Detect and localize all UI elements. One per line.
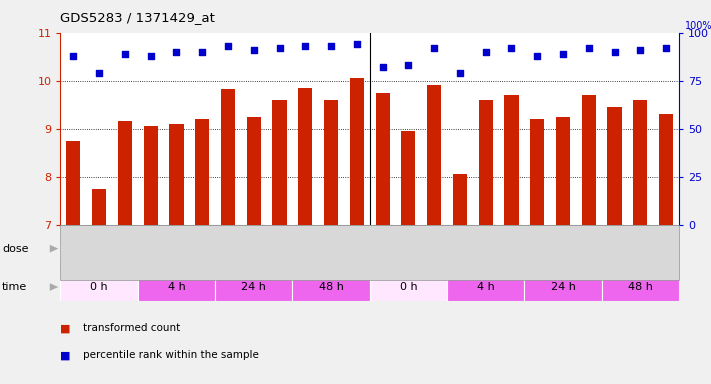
Bar	[582, 95, 596, 225]
Bar	[401, 131, 415, 225]
Bar	[479, 100, 493, 225]
Bar	[138, 273, 215, 301]
Bar	[92, 189, 106, 225]
Point	[196, 49, 208, 55]
Text: ■: ■	[60, 350, 71, 360]
Bar	[221, 89, 235, 225]
Bar	[247, 117, 261, 225]
Bar	[370, 234, 679, 263]
Bar	[634, 100, 648, 225]
Point	[402, 62, 414, 68]
Point	[351, 41, 363, 47]
Text: transformed count: transformed count	[83, 323, 181, 333]
Point	[661, 45, 672, 51]
Text: 4 h: 4 h	[168, 282, 186, 292]
Text: GDS5283 / 1371429_at: GDS5283 / 1371429_at	[60, 12, 215, 25]
Text: percentile rank within the sample: percentile rank within the sample	[83, 350, 259, 360]
Point	[68, 53, 79, 59]
Point	[480, 49, 491, 55]
Text: 18 mg/kg RDX: 18 mg/kg RDX	[484, 243, 565, 254]
Bar	[602, 273, 679, 301]
Point	[93, 70, 105, 76]
Bar	[375, 93, 390, 225]
Point	[171, 49, 182, 55]
Text: 0 h: 0 h	[90, 282, 108, 292]
Text: dose: dose	[2, 243, 28, 254]
Bar	[427, 86, 442, 225]
Point	[454, 70, 466, 76]
Bar	[169, 124, 183, 225]
Point	[429, 45, 440, 51]
Point	[248, 47, 260, 53]
Bar	[60, 234, 370, 263]
Bar	[60, 273, 138, 301]
Point	[583, 45, 594, 51]
Point	[145, 53, 156, 59]
Bar	[118, 121, 132, 225]
Text: 48 h: 48 h	[628, 282, 653, 292]
Point	[506, 45, 517, 51]
Bar	[530, 119, 545, 225]
Bar	[298, 88, 312, 225]
Bar	[292, 273, 370, 301]
Bar	[659, 114, 673, 225]
Bar	[524, 273, 602, 301]
Bar	[447, 273, 524, 301]
Text: 24 h: 24 h	[241, 282, 266, 292]
Bar	[324, 100, 338, 225]
Text: ■: ■	[60, 323, 71, 333]
Bar	[556, 117, 570, 225]
Point	[223, 43, 234, 49]
Text: 100%: 100%	[685, 21, 711, 31]
Point	[635, 47, 646, 53]
Point	[326, 43, 337, 49]
Text: time: time	[2, 282, 28, 292]
Text: 48 h: 48 h	[319, 282, 343, 292]
Point	[119, 51, 131, 57]
Point	[557, 51, 569, 57]
Bar	[66, 141, 80, 225]
Point	[532, 53, 543, 59]
Bar	[272, 100, 287, 225]
Point	[299, 43, 311, 49]
Point	[274, 45, 285, 51]
Text: 3 mg/kg RDX: 3 mg/kg RDX	[178, 243, 252, 254]
Bar	[504, 95, 518, 225]
Bar	[350, 78, 364, 225]
Text: 24 h: 24 h	[550, 282, 575, 292]
Text: 0 h: 0 h	[400, 282, 417, 292]
Point	[609, 49, 620, 55]
Bar	[215, 273, 292, 301]
Text: 4 h: 4 h	[477, 282, 495, 292]
Point	[377, 64, 388, 70]
Bar	[195, 119, 209, 225]
Bar	[607, 107, 621, 225]
Bar	[144, 126, 158, 225]
Bar	[453, 174, 467, 225]
Bar	[370, 273, 447, 301]
